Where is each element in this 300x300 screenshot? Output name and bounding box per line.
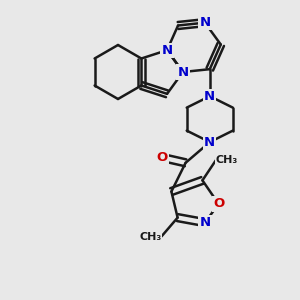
Text: N: N bbox=[204, 90, 215, 103]
Text: N: N bbox=[161, 44, 172, 57]
Text: N: N bbox=[200, 216, 211, 229]
Text: N: N bbox=[199, 16, 211, 29]
Text: CH₃: CH₃ bbox=[216, 155, 238, 165]
Text: N: N bbox=[177, 65, 188, 79]
Text: O: O bbox=[213, 197, 224, 211]
Text: N: N bbox=[204, 136, 215, 148]
Text: O: O bbox=[156, 151, 167, 164]
Text: CH₃: CH₃ bbox=[139, 232, 161, 242]
